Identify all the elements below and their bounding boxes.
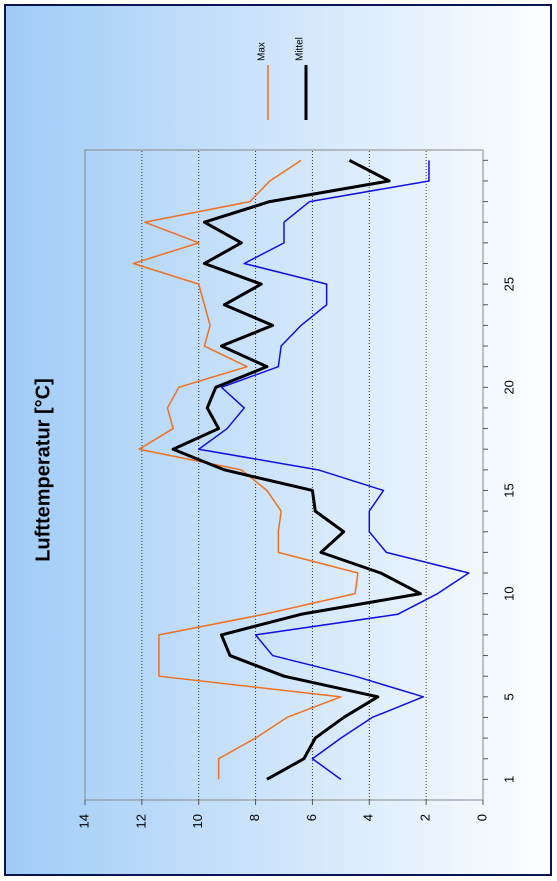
y-tick-label: 6 xyxy=(304,814,319,821)
x-tick-label: 1 xyxy=(501,776,516,783)
chart-title: Lufttemperatur [°C] xyxy=(32,378,54,562)
series-line xyxy=(132,159,359,780)
x-tick-label: 10 xyxy=(501,586,516,600)
legend-label: Mittel xyxy=(295,37,306,61)
x-tick-label: 25 xyxy=(501,277,516,291)
y-tick-label: 0 xyxy=(474,814,489,821)
y-tick-label: 2 xyxy=(418,814,433,821)
y-tick-label: 8 xyxy=(247,814,262,821)
series-line xyxy=(171,158,422,781)
x-tick-label: 20 xyxy=(501,380,516,394)
series-line xyxy=(197,160,470,780)
plot-area xyxy=(84,149,484,801)
y-tick-label: 4 xyxy=(361,814,376,821)
x-tick-label: 15 xyxy=(501,483,516,497)
y-tick-label: 12 xyxy=(133,814,148,828)
rotated-chart: Lufttemperatur [°C] 02468101214151015202… xyxy=(32,37,516,828)
x-tick-label: 5 xyxy=(501,693,516,700)
y-tick-label: 10 xyxy=(190,814,205,828)
y-tick-label: 14 xyxy=(76,814,91,828)
legend-label: Max xyxy=(257,42,268,61)
